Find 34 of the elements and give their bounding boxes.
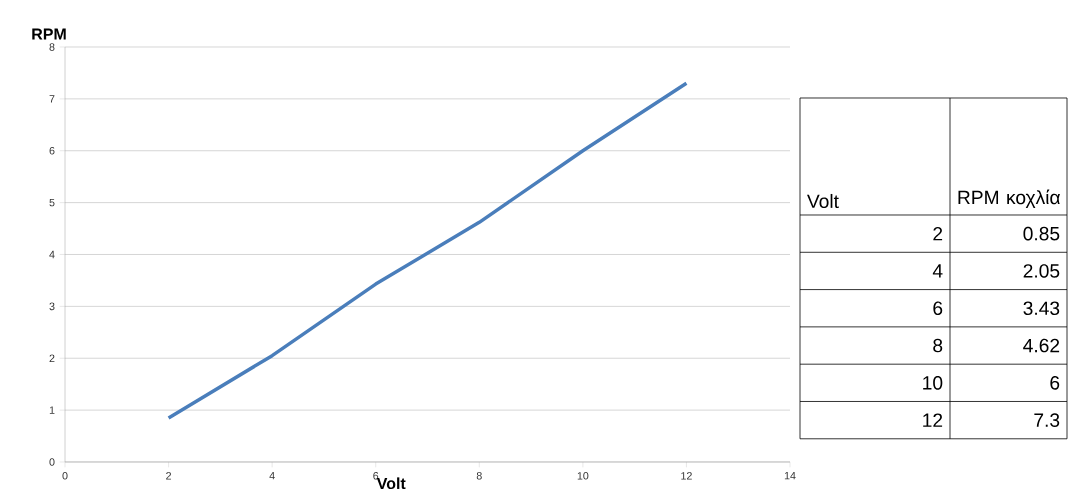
x-tick-label: 4 <box>269 472 275 480</box>
text: 12 <box>923 413 943 427</box>
x-tick-label: 10 <box>577 472 589 480</box>
text: 2.05 <box>1023 264 1060 278</box>
text: 3.43 <box>1023 301 1060 316</box>
x-tick-label: 14 <box>784 472 796 480</box>
x-axis-title: Volt <box>376 477 406 490</box>
text: 6 <box>1050 376 1060 390</box>
x-tick-label: 6 <box>373 472 379 480</box>
text: 2 <box>933 226 943 241</box>
line-series <box>166 81 689 420</box>
text: 6 <box>933 301 943 316</box>
text: 4.62 <box>1023 338 1060 353</box>
text: Volt <box>807 193 839 209</box>
text: 7.3 <box>1034 413 1060 427</box>
text: RPM κοχλία <box>958 189 1061 209</box>
text: 0.85 <box>1023 226 1060 241</box>
x-tick-label: 2 <box>166 472 172 480</box>
text: 10 <box>923 376 943 390</box>
y-tick-label: 7 <box>49 95 55 103</box>
y-tick-label: 2 <box>49 354 55 362</box>
y-tick-label: 1 <box>49 406 55 414</box>
y-tick-label: 4 <box>49 250 55 259</box>
text: 8 <box>933 338 943 353</box>
text: 4 <box>932 264 943 278</box>
x-tick-label: 8 <box>476 472 482 480</box>
y-tick-label: 3 <box>49 302 55 311</box>
y-tick-label: 0 <box>49 458 55 466</box>
x-tick-label: 12 <box>681 472 692 480</box>
y-tick-label: 8 <box>49 43 55 51</box>
x-tick-label: 0 <box>62 472 68 480</box>
y-axis-title: RPM <box>32 28 66 40</box>
y-tick-label: 5 <box>49 198 55 207</box>
y-tick-label: 6 <box>49 146 55 155</box>
